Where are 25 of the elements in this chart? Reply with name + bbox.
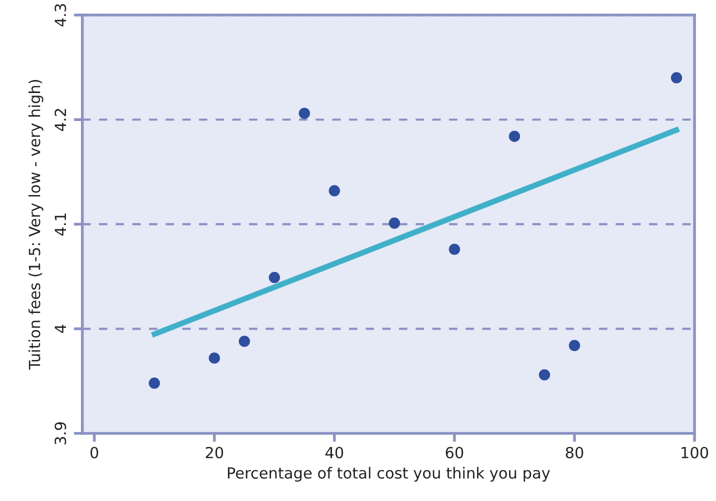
point — [328, 185, 340, 196]
point — [538, 369, 550, 380]
x-tick-label: 40 — [325, 446, 344, 458]
point — [568, 340, 580, 352]
point — [448, 244, 460, 255]
point — [508, 130, 520, 142]
y-tick-label: 4 — [54, 324, 66, 333]
point — [238, 336, 250, 347]
y-tick-label: 4.1 — [54, 213, 66, 236]
x-tick-label: 80 — [566, 446, 584, 458]
y-tick-label: 4.2 — [54, 108, 66, 132]
y-tick-label: 4.3 — [54, 4, 66, 26]
point — [298, 108, 310, 119]
point — [388, 218, 400, 229]
point — [148, 378, 160, 389]
y-axis-title: Tuition fees (1-5: Very low - very high) — [28, 80, 44, 370]
x-axis-title: Percentage of total cost you think you pay — [228, 466, 550, 482]
point — [670, 72, 682, 84]
x-tick-label: 100 — [682, 446, 708, 458]
y-tick-label: 3.9 — [54, 422, 66, 444]
x-tick-label: 0 — [90, 446, 98, 458]
x-tick-label: 20 — [206, 446, 224, 458]
point — [208, 352, 220, 364]
point — [268, 272, 280, 284]
x-tick-label: 60 — [446, 446, 464, 458]
